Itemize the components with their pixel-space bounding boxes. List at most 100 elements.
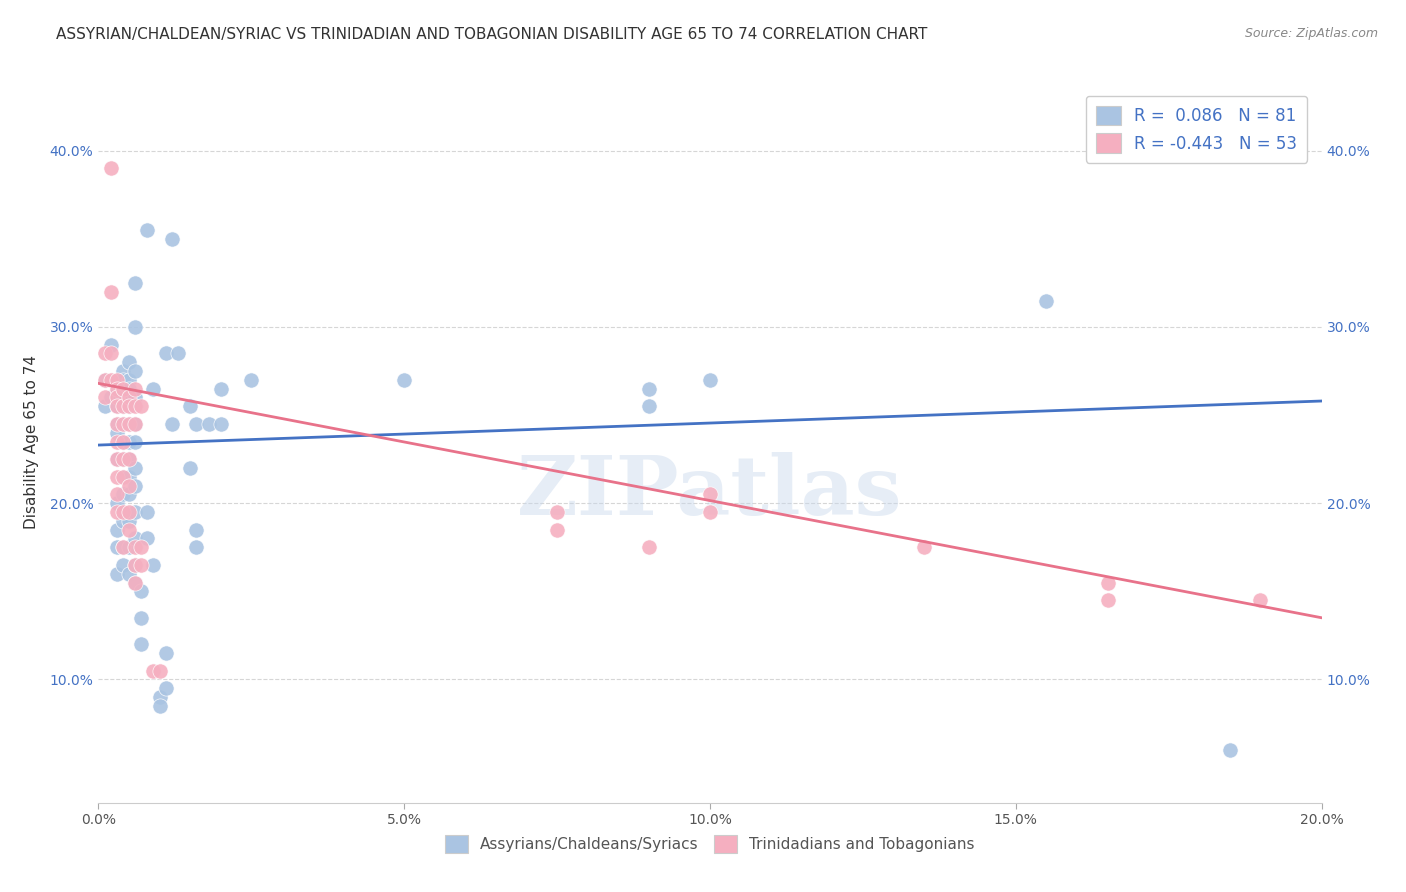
Point [124, 276, 146, 290]
Point [118, 523, 141, 537]
Point [118, 566, 141, 581]
Point [118, 478, 141, 492]
Point [124, 575, 146, 590]
Point [118, 470, 141, 484]
Point [93, 399, 115, 413]
Point [124, 391, 146, 405]
Point [124, 461, 146, 475]
Point [105, 566, 128, 581]
Point [546, 523, 568, 537]
Point [546, 505, 568, 519]
Point [105, 417, 128, 431]
Point [111, 382, 134, 396]
Point [160, 232, 183, 246]
Point [197, 417, 219, 431]
Point [912, 541, 935, 555]
Point [105, 417, 128, 431]
Point [124, 532, 146, 546]
Point [105, 391, 128, 405]
Point [124, 382, 146, 396]
Point [111, 558, 134, 572]
Point [124, 558, 146, 572]
Point [111, 470, 134, 484]
Point [105, 452, 128, 467]
Point [179, 461, 201, 475]
Point [240, 373, 263, 387]
Point [111, 391, 134, 405]
Point [111, 452, 134, 467]
Point [105, 487, 128, 501]
Point [129, 399, 152, 413]
Point [105, 399, 128, 413]
Point [167, 346, 190, 360]
Point [100, 285, 122, 299]
Point [111, 417, 134, 431]
Point [118, 399, 141, 413]
Point [93, 373, 115, 387]
Point [1249, 593, 1271, 607]
Point [1035, 293, 1057, 308]
Point [142, 664, 165, 678]
Point [118, 399, 141, 413]
Point [136, 532, 159, 546]
Point [105, 523, 128, 537]
Point [124, 417, 146, 431]
Point [160, 417, 183, 431]
Point [105, 541, 128, 555]
Point [118, 382, 141, 396]
Text: ZIPatlas: ZIPatlas [517, 452, 903, 533]
Point [118, 434, 141, 449]
Point [118, 373, 141, 387]
Point [93, 373, 115, 387]
Point [142, 558, 165, 572]
Point [118, 541, 141, 555]
Point [149, 698, 172, 713]
Point [100, 346, 122, 360]
Point [149, 690, 172, 704]
Point [111, 505, 134, 519]
Point [118, 417, 141, 431]
Point [124, 399, 146, 413]
Point [699, 373, 721, 387]
Point [105, 452, 128, 467]
Point [111, 541, 134, 555]
Point [699, 487, 721, 501]
Point [129, 541, 152, 555]
Point [111, 434, 134, 449]
Point [136, 505, 159, 519]
Point [111, 417, 134, 431]
Point [1097, 575, 1119, 590]
Point [111, 399, 134, 413]
Point [105, 382, 128, 396]
Point [100, 161, 122, 176]
Point [124, 575, 146, 590]
Point [111, 514, 134, 528]
Point [1219, 743, 1241, 757]
Point [105, 496, 128, 510]
Point [155, 681, 177, 696]
Point [118, 355, 141, 369]
Point [124, 505, 146, 519]
Point [124, 364, 146, 378]
Point [149, 664, 172, 678]
Point [118, 417, 141, 431]
Point [124, 541, 146, 555]
Point [129, 558, 152, 572]
Point [105, 434, 128, 449]
Point [129, 637, 152, 651]
Y-axis label: Disability Age 65 to 74: Disability Age 65 to 74 [24, 354, 38, 529]
Point [637, 382, 661, 396]
Point [118, 391, 141, 405]
Point [129, 611, 152, 625]
Point [129, 584, 152, 599]
Point [1097, 593, 1119, 607]
Point [124, 417, 146, 431]
Point [93, 346, 115, 360]
Point [111, 487, 134, 501]
Point [105, 470, 128, 484]
Point [111, 399, 134, 413]
Point [111, 452, 134, 467]
Point [118, 487, 141, 501]
Point [186, 523, 208, 537]
Legend: Assyrians/Chaldeans/Syriacs, Trinidadians and Tobagonians: Assyrians/Chaldeans/Syriacs, Trinidadian… [437, 827, 983, 860]
